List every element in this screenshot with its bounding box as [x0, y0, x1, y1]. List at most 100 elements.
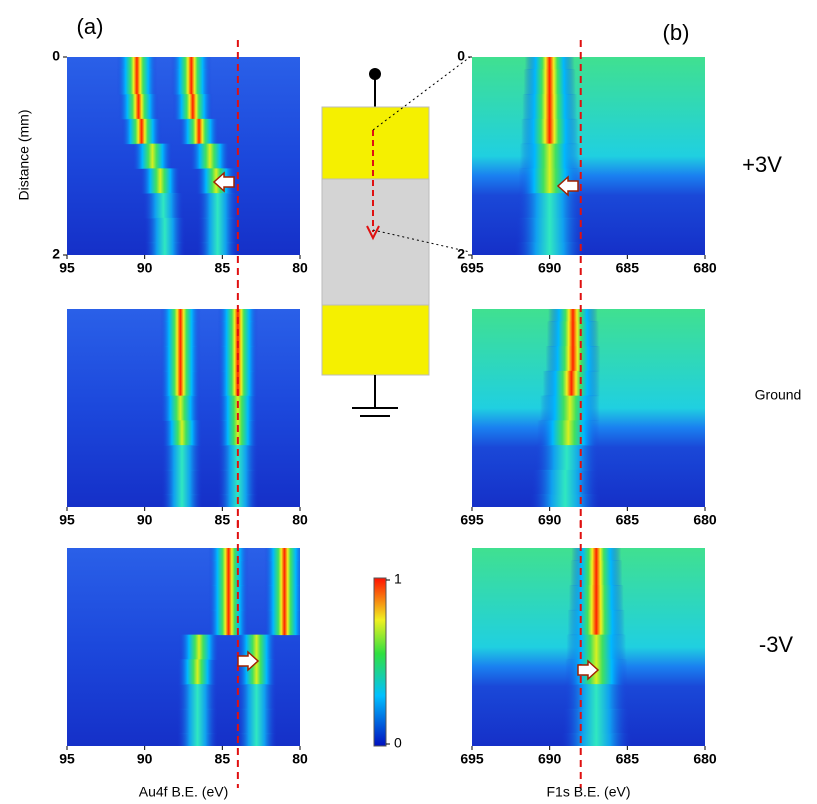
heatmap-band	[264, 585, 300, 611]
heatmap-band	[161, 420, 203, 446]
heatmap-band	[160, 395, 201, 421]
heatmap-band	[566, 634, 627, 660]
heatmap-band	[118, 94, 159, 120]
heatmap	[67, 309, 300, 507]
heatmap	[67, 57, 300, 255]
heatmap-band	[519, 143, 580, 169]
y-tick-label: 0	[457, 48, 465, 64]
heatmap-band	[563, 684, 629, 710]
heatmap-band	[571, 548, 622, 561]
heatmap-band	[208, 585, 249, 611]
row-label: Ground	[755, 387, 802, 403]
heatmap-band	[178, 118, 220, 145]
colorbar-tick-label: 0	[394, 735, 402, 751]
y-tick-label: 2	[52, 246, 60, 262]
device-schematic	[321, 56, 471, 417]
x-tick-label: 680	[693, 751, 717, 767]
y-tick-label: 2	[457, 246, 465, 262]
x-tick-label: 80	[292, 751, 308, 767]
heatmap-band	[264, 548, 300, 561]
heatmap-band	[540, 395, 600, 421]
x-tick-label: 690	[538, 260, 562, 276]
heatmap-band	[177, 708, 218, 735]
heatmap-band	[264, 560, 300, 586]
heatmap-band	[264, 609, 300, 636]
heatmap-band	[189, 143, 231, 169]
x-tick-label: 90	[137, 260, 153, 276]
heatmap-band	[197, 193, 238, 219]
x-tick-label: 695	[460, 260, 484, 276]
heatmap-band	[530, 494, 600, 507]
heatmap-band	[517, 193, 582, 219]
heatmap-band	[140, 168, 181, 194]
heatmap-band	[160, 309, 201, 322]
heatmap-band	[236, 733, 277, 746]
heatmap-band	[172, 94, 214, 120]
colorbar-tick-label: 1	[394, 571, 402, 587]
heatmap-band	[521, 118, 579, 145]
y-tick-label: 0	[52, 48, 60, 64]
heatmap-band	[116, 57, 158, 70]
heatmap-band	[236, 684, 277, 710]
x-tick-label: 80	[292, 512, 308, 528]
heatmap-band	[121, 118, 162, 145]
x-tick-label: 85	[215, 512, 231, 528]
heatmap-band	[208, 548, 249, 561]
heatmap-band	[144, 242, 186, 255]
heatmap-band	[144, 217, 186, 244]
x-tick-label: 690	[538, 512, 562, 528]
heatmap-band	[178, 634, 220, 660]
heatmap-band	[514, 242, 585, 255]
heatmap-band	[548, 309, 598, 322]
heatmap-band	[177, 684, 218, 710]
heatmap-band	[160, 346, 201, 372]
heatmap-band	[161, 445, 203, 471]
heatmap-band	[542, 370, 600, 397]
heatmap-band	[143, 193, 184, 219]
heatmap-band	[570, 560, 623, 586]
x-axis-label: Au4f B.E. (eV)	[139, 784, 228, 800]
x-tick-label: 85	[215, 260, 231, 276]
heatmap-band	[516, 217, 584, 244]
panel-label: (b)	[663, 20, 690, 45]
heatmap	[67, 548, 300, 746]
x-tick-label: 90	[137, 751, 153, 767]
x-tick-label: 695	[460, 751, 484, 767]
heatmap-band	[523, 69, 576, 95]
row-label: +3V	[742, 152, 782, 177]
heatmap-band	[531, 469, 599, 496]
heatmap-band	[537, 420, 600, 446]
x-tick-label: 680	[693, 512, 717, 528]
heatmap-band	[177, 659, 218, 685]
heatmap-band	[522, 94, 578, 120]
heatmap-band	[161, 469, 203, 496]
colorbar	[373, 577, 387, 747]
heatmap-band	[160, 370, 201, 397]
heatmap-band	[197, 217, 238, 244]
heatmap-band	[177, 733, 218, 746]
heatmap-band	[171, 57, 212, 70]
x-tick-label: 690	[538, 751, 562, 767]
heatmap-band	[561, 733, 632, 746]
heatmap-band	[562, 708, 630, 735]
x-tick-label: 695	[460, 512, 484, 528]
x-tick-label: 685	[616, 260, 640, 276]
heatmap-band	[208, 609, 249, 636]
y-axis-label: Distance (mm)	[16, 109, 32, 200]
x-tick-label: 90	[137, 512, 153, 528]
heatmap-band	[236, 708, 277, 735]
heatmap-band	[567, 609, 625, 636]
heatmap-band	[171, 69, 212, 95]
heatmap	[472, 548, 705, 746]
heatmap-band	[116, 69, 158, 95]
row-label: -3V	[759, 632, 794, 657]
x-axis-label: F1s B.E. (eV)	[546, 784, 630, 800]
heatmap-band	[568, 585, 624, 611]
x-tick-label: 95	[59, 260, 75, 276]
heatmap	[472, 57, 705, 255]
heatmap-band	[160, 321, 201, 347]
heatmap-band	[161, 494, 203, 507]
heatmap-band	[545, 346, 601, 372]
